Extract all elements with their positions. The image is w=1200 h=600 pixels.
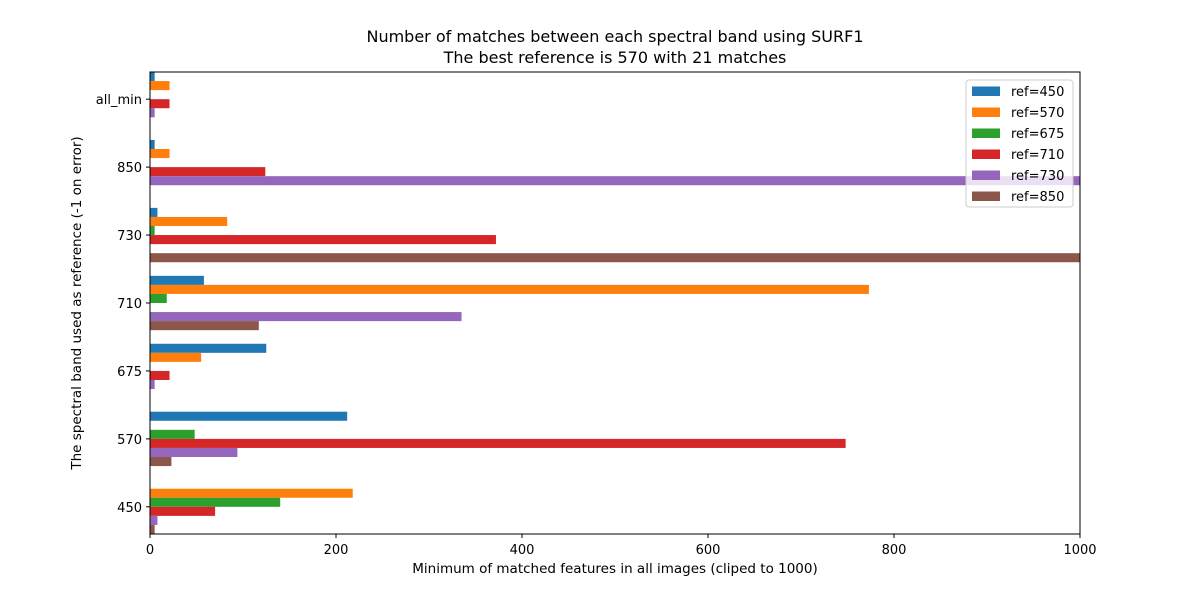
bar-ref-570-all_min xyxy=(150,81,170,91)
x-axis-label: Minimum of matched features in all image… xyxy=(412,561,818,577)
x-tick-label: 1000 xyxy=(1063,543,1096,558)
legend-swatch xyxy=(972,107,1000,117)
bar-ref-570-730 xyxy=(150,216,228,226)
bar-ref-450-710 xyxy=(150,275,204,285)
bars-group xyxy=(150,72,1080,534)
legend-entry: ref=675 xyxy=(1011,127,1064,142)
bar-ref-710-570 xyxy=(150,438,846,448)
bar-ref-450-570 xyxy=(150,411,348,421)
bar-ref-570-710 xyxy=(150,284,869,294)
x-tick-label: 600 xyxy=(696,543,721,558)
legend-entry: ref=450 xyxy=(1011,85,1064,100)
bar-ref-730-all_min xyxy=(150,108,155,118)
legend-swatch xyxy=(972,128,1000,138)
bar-ref-730-675 xyxy=(150,380,155,390)
y-axis-label: The spectral band used as reference (-1 … xyxy=(69,136,85,470)
bar-ref-710-850 xyxy=(150,167,266,177)
bar-ref-450-675 xyxy=(150,343,267,353)
x-tick-label: 800 xyxy=(882,543,907,558)
legend-entry: ref=570 xyxy=(1011,106,1064,121)
bar-ref-450-all_min xyxy=(150,72,155,82)
bar-ref-850-730 xyxy=(150,253,1080,263)
legend-entry: ref=710 xyxy=(1011,148,1064,163)
bar-ref-570-450 xyxy=(150,488,353,498)
bar-ref-675-570 xyxy=(150,429,195,439)
chart-subtitle: The best reference is 570 with 21 matche… xyxy=(443,48,787,67)
legend-swatch xyxy=(972,191,1000,201)
bar-ref-730-710 xyxy=(150,312,462,322)
plot-frame xyxy=(149,71,1081,535)
bar-ref-710-675 xyxy=(150,370,170,380)
y-tick-label: 570 xyxy=(117,433,142,448)
y-tick-label: 450 xyxy=(117,501,142,516)
y-tick-label: 710 xyxy=(117,297,142,312)
y-tick-label: 850 xyxy=(117,161,142,176)
legend-entry: ref=850 xyxy=(1011,190,1064,205)
bar-ref-730-570 xyxy=(150,447,238,457)
bar-ref-675-710 xyxy=(150,293,167,303)
bar-ref-710-730 xyxy=(150,235,496,245)
bar-ref-450-850 xyxy=(150,139,155,149)
bar-ref-710-all_min xyxy=(150,99,170,109)
bar-ref-710-450 xyxy=(150,506,216,516)
chart-title: Number of matches between each spectral … xyxy=(366,27,864,46)
y-tick-label: 730 xyxy=(117,229,142,244)
bar-ref-675-730 xyxy=(150,226,155,236)
bar-ref-675-450 xyxy=(150,497,281,507)
legend-swatch xyxy=(972,86,1000,96)
bar-ref-850-450 xyxy=(150,524,155,534)
legend-swatch xyxy=(972,149,1000,159)
bar-ref-570-850 xyxy=(150,149,170,159)
x-tick-label: 200 xyxy=(324,543,349,558)
bar-ref-730-850 xyxy=(150,176,1080,186)
x-tick-label: 400 xyxy=(510,543,535,558)
bar-ref-450-730 xyxy=(150,207,158,217)
legend-swatch xyxy=(972,170,1000,180)
y-tick-label: all_min xyxy=(96,93,142,108)
legend-entry: ref=730 xyxy=(1011,169,1064,184)
x-tick-label: 0 xyxy=(146,543,154,558)
bar-ref-570-675 xyxy=(150,352,202,362)
bar-ref-850-710 xyxy=(150,321,259,331)
bar-ref-850-570 xyxy=(150,457,172,467)
bar-ref-730-450 xyxy=(150,515,158,525)
y-tick-label: 675 xyxy=(117,365,142,380)
